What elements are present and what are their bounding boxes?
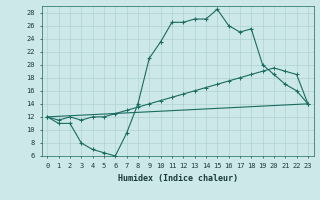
X-axis label: Humidex (Indice chaleur): Humidex (Indice chaleur): [118, 174, 237, 184]
